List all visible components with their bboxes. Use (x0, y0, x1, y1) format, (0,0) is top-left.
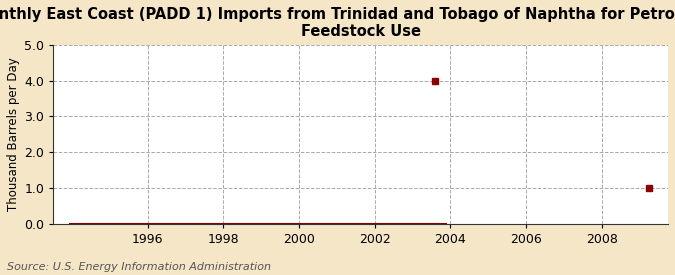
Title: Monthly East Coast (PADD 1) Imports from Trinidad and Tobago of Naphtha for Petr: Monthly East Coast (PADD 1) Imports from… (0, 7, 675, 39)
Y-axis label: Thousand Barrels per Day: Thousand Barrels per Day (7, 57, 20, 211)
Text: Source: U.S. Energy Information Administration: Source: U.S. Energy Information Administ… (7, 262, 271, 272)
